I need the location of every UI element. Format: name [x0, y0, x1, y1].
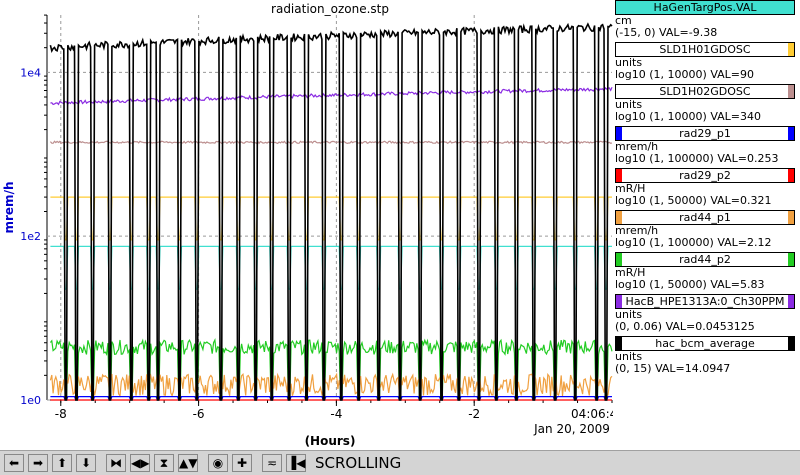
- time-label: 04:06:43: [571, 407, 613, 421]
- legend-unit: mrem/h: [615, 224, 659, 237]
- legend-name-box[interactable]: HacB_HPE1313A:0_Ch30PPM: [615, 294, 795, 309]
- legend-color-swatch: [788, 253, 794, 266]
- legend-series-name: hac_bcm_average: [655, 337, 755, 350]
- series-line: [49, 372, 613, 398]
- y-tick-label: 1e0: [20, 394, 41, 407]
- series-line: [49, 338, 613, 401]
- zoom-out-vertical-icon[interactable]: ▲▼: [178, 454, 198, 472]
- legend-color-swatch: [616, 127, 622, 140]
- legend-range-value: log10 (1, 10000) VAL=340: [615, 110, 762, 123]
- x-tick-label: -8: [55, 407, 67, 421]
- zoom-out-horizontal-icon[interactable]: ◀▶: [130, 454, 150, 472]
- legend-color-swatch: [788, 169, 794, 182]
- legend-color-swatch: [616, 295, 622, 308]
- legend-unit: cm: [615, 14, 632, 27]
- x-tick-label: -2: [468, 407, 480, 421]
- y-axis-label: mrem/h: [2, 182, 16, 234]
- legend-name-box[interactable]: rad44_p2: [615, 252, 795, 267]
- autoscale-icon[interactable]: ≂: [262, 454, 282, 472]
- legend-color-swatch: [788, 337, 794, 350]
- legend-color-swatch: [616, 337, 622, 350]
- legend-range-value: (0, 0.06) VAL=0.0453125: [615, 320, 755, 333]
- series-path: [49, 22, 613, 401]
- record-icon[interactable]: ◉: [208, 454, 228, 472]
- legend-name-box[interactable]: hac_bcm_average: [615, 336, 795, 351]
- legend-color-swatch: [616, 1, 622, 14]
- legend-name-box[interactable]: rad29_p2: [615, 168, 795, 183]
- legend-name-box[interactable]: HaGenTargPos.VAL: [615, 0, 795, 15]
- series-path: [49, 140, 613, 145]
- legend: HaGenTargPos.VAL cm (-15, 0) VAL=-9.38 SLD1…: [613, 0, 800, 450]
- toolbar: SCROLLING ⬅ ➡ ⬆ ⬇ ⧓ ◀▶ ⧗ ▲▼ ◉ ✚ ≂ ▐◀: [0, 450, 800, 475]
- series-path: [50, 86, 613, 106]
- series-line: [49, 140, 613, 145]
- legend-color-swatch: [788, 295, 794, 308]
- x-axis-label: (Hours): [305, 434, 356, 448]
- date-label: Jan 20, 2009: [533, 422, 610, 436]
- legend-unit: units: [615, 308, 643, 321]
- legend-series-name: SLD1H01GDOSC: [659, 43, 751, 56]
- legend-color-swatch: [616, 253, 622, 266]
- arrow-up-icon[interactable]: ⬆: [52, 454, 72, 472]
- add-icon[interactable]: ✚: [232, 454, 252, 472]
- chart-title: radiation_ozone.stp: [271, 2, 389, 16]
- series-line: [50, 196, 612, 241]
- series-line: [49, 22, 613, 401]
- legend-unit: units: [615, 56, 643, 69]
- legend-range-value: log10 (1, 100000) VAL=2.12: [615, 236, 772, 249]
- legend-series-name: SLD1H02GDOSC: [659, 85, 751, 98]
- legend-unit: units: [615, 98, 643, 111]
- legend-color-swatch: [788, 85, 794, 98]
- legend-range-value: log10 (1, 10000) VAL=90: [615, 68, 755, 81]
- legend-series-name: HaGenTargPos.VAL: [653, 1, 757, 14]
- legend-unit: mR/H: [615, 266, 646, 279]
- series-path: [50, 245, 612, 290]
- scrolling-status: SCROLLING: [315, 454, 402, 472]
- legend-color-swatch: [616, 169, 622, 182]
- legend-color-swatch: [788, 43, 794, 56]
- legend-series-name: rad29_p2: [679, 169, 731, 182]
- series-line: [50, 245, 612, 290]
- arrow-right-icon[interactable]: ➡: [28, 454, 48, 472]
- series-line: [50, 396, 612, 401]
- legend-series-name: HacB_HPE1313A:0_Ch30PPM: [625, 295, 785, 308]
- legend-unit: units: [615, 350, 643, 363]
- legend-name-box[interactable]: SLD1H01GDOSC: [615, 42, 795, 57]
- legend-color-swatch: [616, 211, 622, 224]
- zoom-in-horizontal-icon[interactable]: ⧓: [106, 454, 126, 472]
- series-line: [50, 86, 613, 106]
- series-path: [49, 338, 613, 401]
- x-tick-label: -6: [193, 407, 205, 421]
- zoom-in-vertical-icon[interactable]: ⧗: [154, 454, 174, 472]
- x-tick-label: -4: [330, 407, 342, 421]
- plot-area: radiation_ozone.stp mrem/h 1e0 1e2 1e4 -8 -6 -4…: [2, 2, 613, 448]
- legend-color-swatch: [788, 211, 794, 224]
- legend-name-box[interactable]: rad29_p1: [615, 126, 795, 141]
- legend-series-name: rad44_p2: [679, 253, 731, 266]
- legend-range-value: (-15, 0) VAL=-9.38: [615, 26, 718, 39]
- y-tick-label: 1e4: [20, 66, 41, 79]
- legend-unit: mrem/h: [615, 140, 659, 153]
- legend-name-box[interactable]: SLD1H02GDOSC: [615, 84, 795, 99]
- legend-range-value: log10 (1, 50000) VAL=5.83: [615, 278, 765, 291]
- series-path: [49, 372, 613, 398]
- legend-series-name: rad29_p1: [679, 127, 731, 140]
- legend-name-box[interactable]: rad44_p1: [615, 210, 795, 225]
- legend-series-name: rad44_p1: [679, 211, 731, 224]
- legend-range-value: log10 (1, 50000) VAL=0.321: [615, 194, 772, 207]
- legend-color-swatch: [788, 127, 794, 140]
- legend-range-value: log10 (1, 100000) VAL=0.253: [615, 152, 779, 165]
- arrow-down-icon[interactable]: ⬇: [76, 454, 96, 472]
- legend-unit: mR/H: [615, 182, 646, 195]
- legend-range-value: (0, 15) VAL=14.0947: [615, 362, 731, 375]
- scroll-icon[interactable]: ▐◀: [286, 454, 306, 472]
- series-path: [50, 396, 612, 401]
- arrow-left-icon[interactable]: ⬅: [4, 454, 24, 472]
- y-tick-label: 1e2: [20, 230, 41, 243]
- series-path: [50, 196, 612, 241]
